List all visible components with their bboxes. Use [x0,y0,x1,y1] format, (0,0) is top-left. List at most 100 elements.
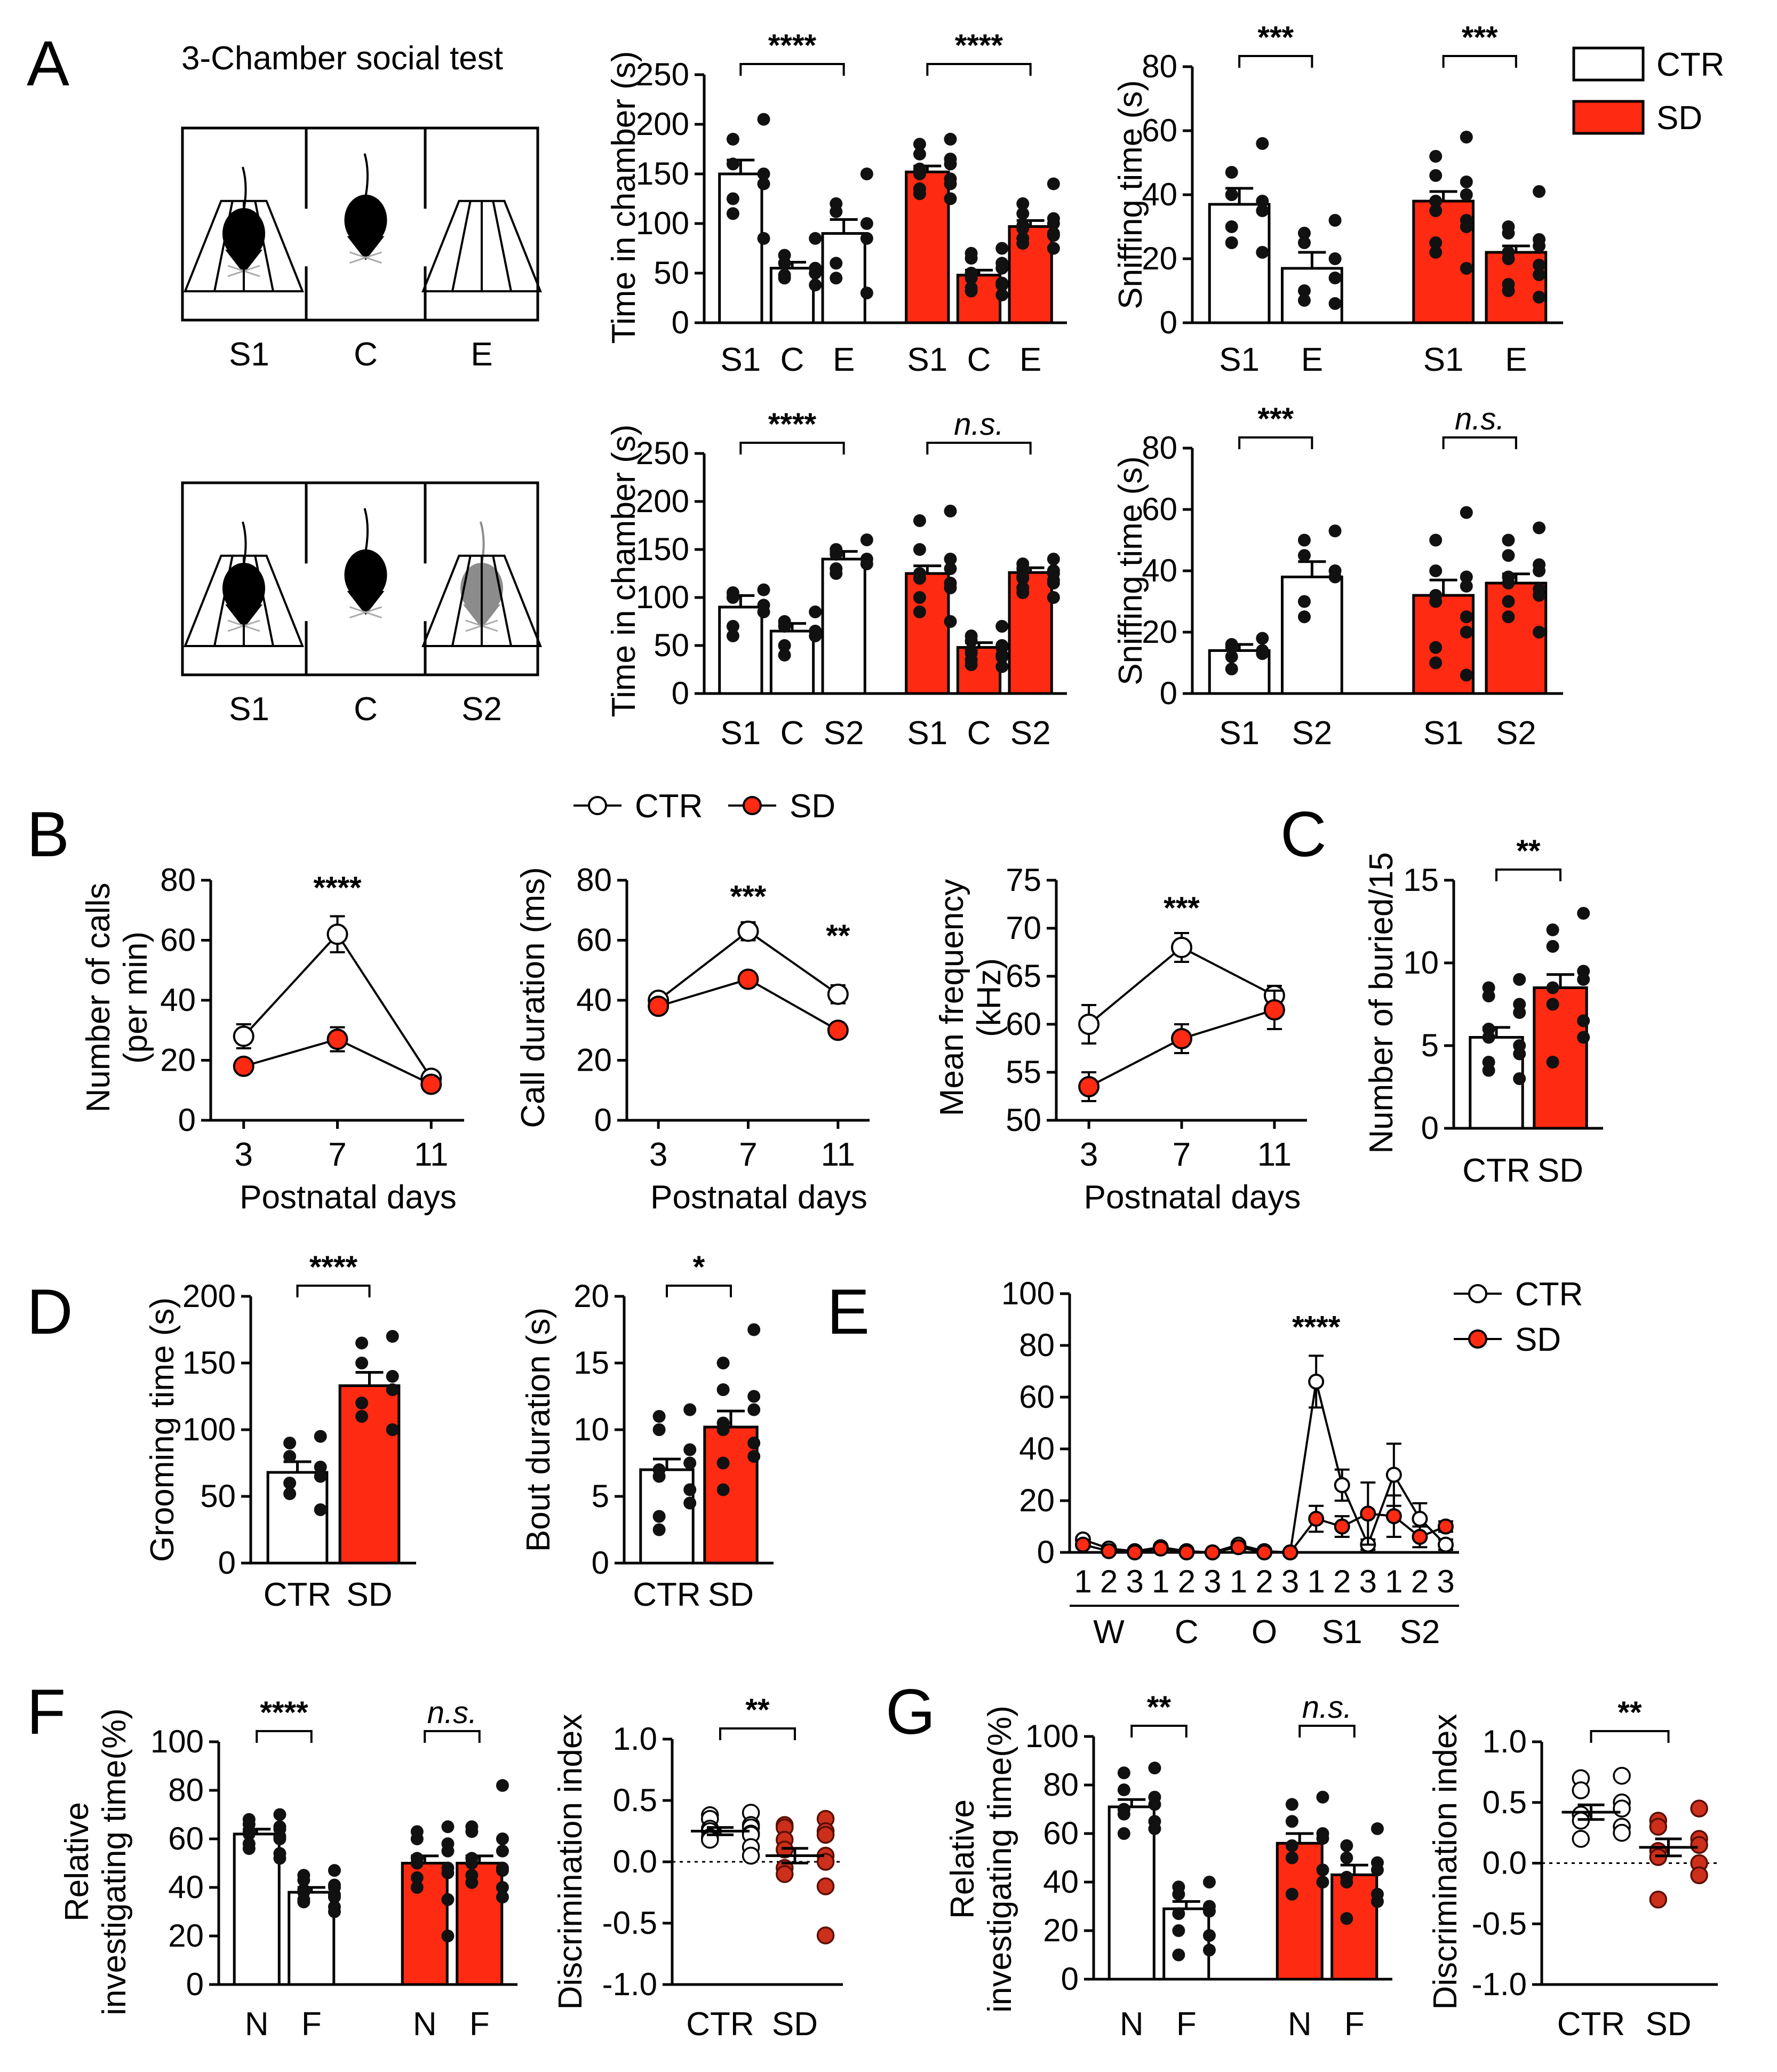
data-point [652,1410,666,1423]
y-axis-label: Number of calls [80,883,117,1113]
y-tick-label: 20 [1019,1483,1055,1518]
chart-discrimination-f: -1.0 -0.5 0.0 0.5 1.0 Discrimination index CTR… [552,1693,843,2043]
data-point [860,168,873,180]
data-point [1429,533,1443,547]
data-point [913,147,926,161]
y-tick-label: 0 [1061,1961,1079,1997]
y-tick-label: 15 [1403,862,1439,898]
cage [421,554,542,647]
bar [233,1832,281,1986]
data-point [441,1930,455,1942]
y-tick-label: -0.5 [1472,1906,1527,1941]
y-tick-label: 0 [1160,305,1177,340]
data-point [913,514,926,527]
mouse-head [347,591,385,615]
data-point [1429,236,1443,249]
cage-bar [213,201,234,292]
category-label: SD [708,1576,754,1613]
data-point [683,1496,697,1510]
cage-bar [492,555,512,647]
data-point [1047,577,1060,589]
y-tick-label: 50 [654,255,689,291]
data-point [1047,591,1060,604]
panel-label-d: D [27,1276,73,1348]
significance-bracket [1442,55,1517,68]
bar [769,629,815,695]
data-point [944,553,957,565]
data-point [1385,1508,1402,1525]
mouse-tail [363,153,369,197]
data-point [496,1864,509,1877]
x-tick-label: 11 [1257,1136,1292,1173]
significance-bracket [296,1285,371,1297]
chamber-label: C [354,336,378,373]
data-point [1502,284,1515,297]
series-line [1082,1381,1447,1554]
data-point [726,620,739,633]
y-tick-label: 70 [1006,910,1041,946]
data-point [1649,1891,1668,1909]
data-point [1533,626,1546,639]
data-point [1256,632,1269,645]
data-point [757,605,770,618]
data-point [1202,1929,1216,1942]
data-point [1460,570,1473,584]
data-point [1047,242,1060,255]
data-point [913,187,926,201]
data-point [1460,610,1473,624]
y-tick-label: 0 [218,1545,236,1581]
data-point [1412,1510,1428,1527]
category-label: E [1301,341,1323,378]
data-point [1502,610,1515,624]
significance-label: * [693,1250,705,1285]
data-point [1328,272,1342,284]
data-point [944,192,957,205]
data-point [995,261,1009,275]
data-point [726,132,739,146]
data-point [809,232,822,245]
data-point [652,1523,666,1536]
data-point [465,1856,479,1870]
mouse-body [344,194,387,246]
bar [956,646,1002,695]
data-point [496,1844,509,1858]
y-tick-label: 50 [654,627,689,663]
data-point [1047,553,1060,565]
y-tick-label: 0 [672,675,689,711]
data-point [1502,227,1515,240]
y-axis-label: (kHz) [971,958,1008,1037]
y-tick-label: 20 [1142,241,1177,276]
data-point [355,1397,369,1409]
significance-label: **** [309,1250,358,1285]
data-point [1613,1799,1631,1818]
data-point [1316,1832,1329,1845]
data-point [913,591,926,604]
data-point [1513,973,1526,986]
category-label: C [780,715,804,752]
x-tick-label: 3 [235,1136,253,1173]
data-point [1438,1518,1454,1535]
data-point [944,505,957,517]
y-tick-label: 15 [573,1345,609,1381]
data-point [410,1856,424,1870]
category-label: S1 [907,341,947,378]
data-point [1152,1540,1169,1557]
data-point [1230,1539,1247,1556]
y-tick-label: 80 [168,1772,204,1808]
category-label: E [1019,341,1041,378]
data-point [1225,188,1238,201]
data-point [995,278,1009,292]
data-point [1460,188,1473,201]
data-point [860,533,873,546]
data-point [1460,668,1473,682]
y-tick-label: 0 [592,1545,609,1581]
category-label: E [1505,341,1527,378]
data-point [1502,577,1515,589]
category-label: SD [1537,1152,1583,1189]
y-axis-label: investigating time(%) [96,1708,133,2015]
legend-label: CTR [1515,1276,1583,1313]
y-tick-label: 0.5 [613,1782,657,1818]
data-point [355,1357,369,1369]
x-tick-label: 2 [1411,1564,1429,1599]
